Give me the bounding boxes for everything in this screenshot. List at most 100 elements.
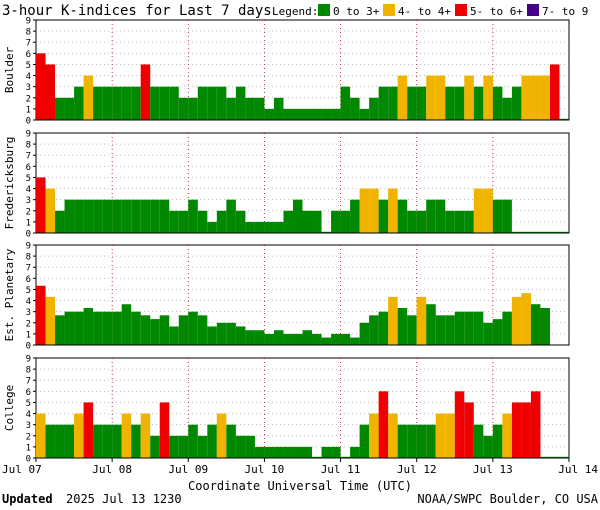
k-index-bar (359, 322, 370, 345)
k-index-bar (102, 86, 113, 120)
k-index-bar (74, 86, 84, 120)
legend: 0 to 3+ 4- to 4+ 5- to 6+ 7- to 9 (318, 4, 588, 18)
k-index-bar (235, 86, 246, 120)
k-index-bar (340, 456, 351, 458)
k-index-bar (492, 86, 503, 120)
k-index-bar (397, 308, 408, 345)
k-index-bar (369, 188, 379, 233)
k-index-bar (492, 424, 503, 458)
k-index-bar (207, 326, 217, 345)
k-index-bar (454, 391, 465, 458)
k-index-bar (340, 86, 351, 120)
k-index-bar (340, 210, 351, 233)
k-index-bar (55, 315, 65, 345)
k-index-bar (64, 199, 75, 233)
k-index-bar (131, 424, 141, 458)
k-index-bar (216, 86, 227, 120)
x-tick-label: Jul 11 (321, 463, 361, 476)
y-tick-label: 9 (26, 130, 31, 140)
y-tick-label: 1 (26, 105, 31, 115)
x-tick-label: Jul 12 (397, 463, 437, 476)
x-tick-label: Jul 13 (473, 463, 513, 476)
k-index-bar (74, 413, 84, 458)
k-index-bar (521, 75, 531, 120)
y-tick-label: 5 (26, 61, 31, 71)
k-index-bar (273, 97, 284, 120)
k-index-bar (188, 424, 198, 458)
k-index-bar (369, 413, 379, 458)
k-index-bar (83, 199, 94, 233)
y-tick-label: 9 (26, 17, 31, 27)
k-index-bar (102, 424, 113, 458)
k-index-bar (178, 97, 189, 120)
k-index-bar (464, 402, 474, 458)
k-index-bar (350, 97, 360, 120)
k-index-bar (36, 53, 46, 121)
k-index-bar (416, 424, 427, 458)
y-tick-label: 0 (26, 117, 31, 127)
k-index-bar (36, 177, 46, 233)
k-index-bar (483, 322, 493, 345)
k-index-bar (245, 330, 255, 345)
k-index-bar (140, 199, 151, 233)
k-index-bar (473, 311, 484, 345)
k-index-bar (521, 293, 531, 345)
k-index-bar (102, 311, 113, 345)
k-index-bar (121, 304, 132, 345)
k-index-bar (254, 446, 265, 458)
k-index-bar (559, 231, 569, 233)
k-index-bar (64, 424, 75, 458)
k-index-bar (207, 86, 217, 120)
k-index-bar (331, 446, 341, 458)
updated-label: Updated (2, 492, 53, 506)
k-index-bar (188, 311, 198, 345)
k-index-bar (454, 86, 465, 120)
k-index-bar (292, 333, 303, 345)
k-index-bar (302, 330, 313, 345)
k-index-bar (235, 326, 246, 345)
y-tick-label: 7 (26, 377, 31, 387)
k-index-bar (530, 75, 541, 120)
k-index-bar (264, 446, 274, 458)
k-index-bar (74, 199, 84, 233)
k-index-bar (235, 435, 246, 458)
k-index-bar (150, 86, 160, 120)
k-index-bar (521, 231, 531, 233)
y-tick-label: 8 (26, 28, 31, 38)
x-tick-label: Jul 09 (168, 463, 208, 476)
k-index-bar (235, 210, 246, 233)
k-index-bar (454, 210, 465, 233)
k-index-bar (359, 108, 370, 120)
k-index-bar (502, 199, 512, 233)
k-index-bar (55, 97, 65, 120)
x-tick-label: Jul 14 (558, 463, 598, 476)
k-index-bar (159, 315, 170, 345)
k-index-bar (426, 424, 436, 458)
k-index-bar (397, 199, 408, 233)
k-index-bar (121, 199, 132, 233)
k-index-bar (359, 424, 370, 458)
k-index-bar (331, 210, 341, 233)
panel-name: Fredericksburg (3, 137, 16, 230)
k-index-bar (445, 315, 455, 345)
k-index-bar (511, 402, 522, 458)
y-tick-label: 2 (26, 94, 31, 104)
k-index-bar (378, 86, 389, 120)
k-index-bar (502, 97, 512, 120)
k-index-bar (540, 231, 550, 233)
y-tick-label: 8 (26, 366, 31, 376)
x-axis-label: Coordinate Universal Time (UTC) (188, 479, 412, 493)
k-index-bar (426, 304, 436, 345)
k-index-bar (350, 446, 360, 458)
k-index-bar (45, 296, 56, 345)
y-tick-label: 1 (26, 443, 31, 453)
k-index-bar (407, 86, 417, 120)
k-index-bar (492, 199, 503, 233)
k-index-bar (397, 424, 408, 458)
k-index-bar (511, 86, 522, 120)
k-index-bar (378, 311, 389, 345)
y-tick-label: 3 (26, 421, 31, 431)
k-index-bar (540, 308, 550, 345)
